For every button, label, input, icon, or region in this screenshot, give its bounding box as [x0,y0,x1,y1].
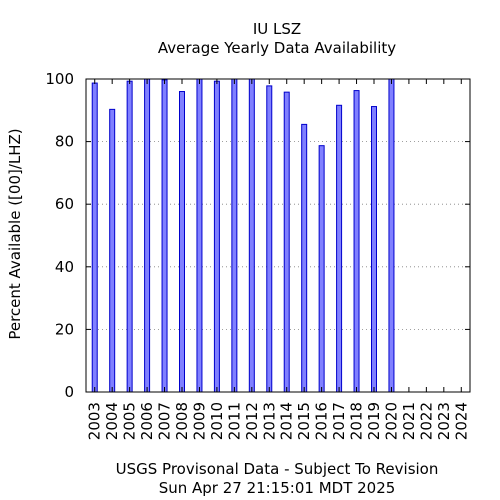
bar-2010 [213,80,220,393]
bar-2017 [336,104,343,393]
bar-2016 [318,145,325,393]
bar-2007 [161,79,168,393]
bar-2019 [371,106,377,393]
bar-2005 [126,80,133,393]
y-axis-ticks: 0 20 40 60 80 100 [45,70,470,401]
y-tick-label: 0 [64,383,74,401]
x-tick-label-2013: 2013 [260,402,278,440]
bars [91,78,395,393]
y-tick-label: 40 [55,258,74,276]
x-tick-label-2019: 2019 [365,402,383,440]
bar-2009 [196,78,203,393]
bar-2004 [109,108,116,393]
x-tick-label-2017: 2017 [330,402,348,440]
bar-2018 [353,90,360,393]
x-tick-label-2024: 2024 [452,402,470,440]
x-tick-label-2004: 2004 [103,402,121,440]
timestamp-label: Sun Apr 27 21:15:01 MDT 2025 [159,479,396,497]
x-tick-label-2009: 2009 [190,402,208,440]
x-axis-label: USGS Provisonal Data - Subject To Revisi… [116,460,439,478]
x-tick-label-2016: 2016 [313,402,331,440]
bar-2012 [248,78,255,393]
bar-2014 [283,91,290,393]
y-tick-label: 80 [55,133,74,151]
y-axis-label: Percent Available ([00]/LHZ) [6,128,24,339]
bar-2003 [91,82,98,393]
plot-frame [85,78,471,393]
x-tick-label-2012: 2012 [243,402,261,440]
grid-lines [86,78,470,330]
x-tick-label-2005: 2005 [121,402,139,440]
x-tick-label-2015: 2015 [295,402,313,440]
bar-2006 [144,78,151,393]
x-tick-label-2022: 2022 [417,402,435,440]
x-tick-label-2020: 2020 [382,402,400,440]
x-tick-label-2011: 2011 [225,402,243,440]
y-tick-label: 20 [55,320,74,338]
x-tick-label-2021: 2021 [400,402,418,440]
x-tick-label-2006: 2006 [138,402,156,440]
x-axis-ticks: 2003 2004 2005 2006 2007 2008 2009 2010 2011 2012… [86,79,470,440]
y-tick-label: 100 [45,70,74,88]
bar-2008 [179,91,185,393]
x-tick-label-2010: 2010 [208,402,226,440]
chart-subtitle: Average Yearly Data Availability [158,39,396,57]
bar-2020 [388,78,395,393]
x-tick-label-2023: 2023 [435,402,453,440]
y-tick-label: 60 [55,195,74,213]
x-tick-label-2018: 2018 [348,402,366,440]
x-tick-label-2003: 2003 [86,402,104,440]
chart-title: IU LSZ [253,20,301,38]
bar-2011 [231,78,238,393]
x-tick-label-2008: 2008 [173,402,191,440]
x-tick-label-2007: 2007 [156,402,174,440]
bar-2015 [301,123,308,393]
x-tick-label-2014: 2014 [278,402,296,440]
bar-2013 [266,85,273,393]
